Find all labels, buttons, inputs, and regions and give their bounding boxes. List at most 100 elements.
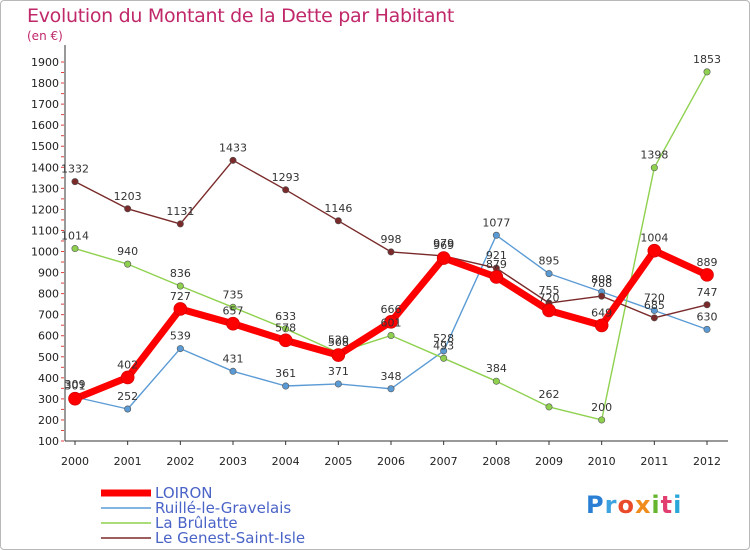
x-tick-label: 2004 (272, 455, 300, 468)
data-point (650, 306, 658, 314)
data-point (703, 301, 711, 309)
data-label: 361 (275, 367, 296, 380)
y-tick-label: 1200 (31, 203, 59, 216)
data-point (703, 68, 711, 76)
y-tick-label: 500 (38, 351, 59, 364)
data-label: 200 (591, 401, 612, 414)
data-point (436, 251, 451, 265)
y-tick-label: 700 (38, 309, 59, 322)
legend-label: LOIRON (155, 484, 213, 502)
data-point (384, 315, 398, 329)
data-label: 1131 (166, 205, 194, 218)
data-label: 735 (223, 288, 244, 301)
data-point (278, 333, 293, 348)
data-label: 1853 (693, 53, 721, 66)
data-label: 348 (381, 370, 402, 383)
data-label: 402 (117, 358, 138, 371)
data-label: 889 (697, 256, 718, 269)
data-point (489, 270, 504, 284)
chart-subtitle: (en €) (27, 29, 63, 43)
data-point (545, 403, 553, 411)
data-label: 685 (644, 299, 665, 312)
y-tick-label: 400 (38, 372, 59, 385)
x-tick-label: 2005 (324, 455, 352, 468)
data-label: 1077 (482, 216, 510, 229)
y-tick-label: 800 (38, 288, 59, 301)
data-point (650, 314, 658, 322)
data-label: 788 (591, 277, 612, 290)
data-point (440, 347, 448, 355)
data-label: 1433 (219, 141, 247, 154)
data-point (282, 325, 290, 333)
data-label: 601 (381, 317, 402, 330)
data-label: 727 (170, 290, 191, 303)
data-label: 836 (170, 267, 191, 280)
y-tick-label: 300 (38, 393, 59, 406)
data-label: 252 (117, 390, 138, 403)
data-point (598, 416, 606, 424)
data-label: 921 (486, 249, 507, 262)
data-point (598, 292, 606, 300)
data-label: 755 (539, 284, 560, 297)
y-tick-label: 1400 (31, 161, 59, 174)
data-label: 301 (65, 380, 86, 393)
data-point (703, 325, 711, 333)
data-label: 1293 (272, 171, 300, 184)
data-point (176, 220, 184, 228)
y-tick-label: 100 (38, 435, 59, 448)
data-point (331, 348, 346, 362)
legend-label: La Brûlatte (155, 514, 238, 532)
data-point (594, 318, 609, 333)
data-label: 720 (644, 291, 665, 304)
data-point (176, 345, 184, 353)
x-tick-label: 2007 (430, 455, 458, 468)
data-point (545, 270, 553, 278)
y-tick-label: 600 (38, 330, 59, 343)
data-point (229, 303, 237, 311)
data-label: 1004 (640, 232, 668, 245)
data-point (71, 245, 79, 253)
data-point (176, 282, 184, 290)
data-point (282, 382, 290, 390)
proxiti-logo: Proxiti (586, 491, 683, 519)
data-point (334, 380, 342, 388)
x-tick-label: 2003 (219, 455, 247, 468)
data-label: 969 (433, 239, 454, 252)
y-tick-label: 200 (38, 414, 59, 427)
data-label: 979 (433, 237, 454, 250)
data-point (492, 377, 500, 385)
data-label: 528 (433, 332, 454, 345)
data-point (229, 367, 237, 375)
data-point (334, 217, 342, 225)
data-label: 309 (65, 378, 86, 391)
x-tick-label: 2002 (166, 455, 194, 468)
y-tick-label: 1800 (31, 77, 59, 90)
data-point (387, 385, 395, 393)
chart-title: Evolution du Montant de la Dette par Hab… (27, 5, 455, 27)
data-point (226, 316, 240, 331)
data-point (700, 268, 714, 282)
data-label: 1146 (324, 202, 352, 215)
data-point (68, 391, 82, 406)
x-tick-label: 2006 (377, 455, 405, 468)
y-tick-label: 900 (38, 267, 59, 280)
data-label: 578 (275, 321, 296, 334)
data-label: 895 (539, 255, 560, 268)
data-point (282, 186, 290, 194)
data-point (124, 405, 132, 413)
data-point (173, 302, 188, 316)
data-label: 1014 (61, 230, 89, 243)
data-label: 998 (381, 233, 402, 246)
data-point (387, 332, 395, 340)
y-tick-label: 1100 (31, 224, 59, 237)
data-point (124, 205, 132, 213)
x-tick-label: 2009 (535, 455, 563, 468)
data-label: 371 (328, 365, 349, 378)
x-tick-label: 2012 (693, 455, 721, 468)
data-point (650, 164, 658, 172)
data-label: 262 (539, 388, 560, 401)
data-point (492, 231, 500, 239)
data-label: 1398 (640, 149, 668, 162)
y-tick-label: 1500 (31, 140, 59, 153)
